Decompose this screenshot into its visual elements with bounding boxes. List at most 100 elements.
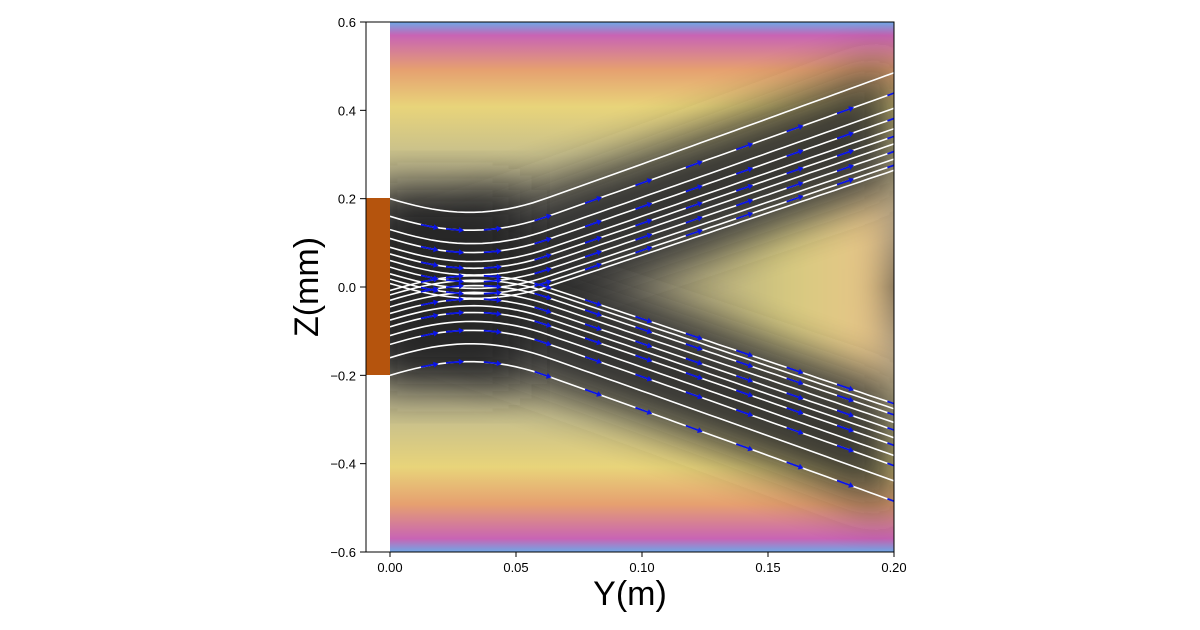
velocity-arrow <box>786 377 804 386</box>
plot-area <box>390 22 894 552</box>
velocity-arrow <box>635 340 653 349</box>
streamline <box>390 169 894 300</box>
velocity-arrow <box>836 394 854 403</box>
velocity-arrow <box>420 330 439 337</box>
velocity-arrow <box>445 358 464 365</box>
velocity-arrow <box>685 215 703 224</box>
velocity-arrow <box>445 227 464 233</box>
velocity-arrow <box>584 262 602 271</box>
velocity-arrow <box>483 283 502 290</box>
velocity-arrow <box>836 106 854 115</box>
velocity-arrow <box>635 315 653 324</box>
velocity-arrow <box>635 218 653 227</box>
velocity-arrow <box>534 338 552 347</box>
y-tick-label: −0.4 <box>330 457 356 472</box>
velocity-arrow <box>735 360 754 369</box>
velocity-arrow <box>887 164 894 169</box>
y-tick-label: 0.6 <box>338 15 356 30</box>
velocity-arrow <box>534 370 552 379</box>
velocity-arrow <box>786 194 804 203</box>
velocity-arrow <box>836 479 854 488</box>
velocity-arrow <box>445 278 464 285</box>
velocity-arrow <box>685 357 703 366</box>
velocity-arrow <box>685 201 703 210</box>
velocity-arrow <box>836 177 854 186</box>
velocity-arrow <box>887 135 894 140</box>
velocity-arrow <box>887 462 894 467</box>
velocity-arrow <box>445 264 464 271</box>
velocity-arrow <box>735 389 754 398</box>
velocity-arrow <box>887 117 894 122</box>
velocity-arrow <box>887 150 894 155</box>
velocity-arrow <box>534 282 552 290</box>
velocity-arrow <box>836 424 854 433</box>
velocity-arrow <box>483 277 502 284</box>
velocity-arrow <box>635 178 653 187</box>
velocity-arrow <box>420 286 439 293</box>
velocity-arrow <box>836 149 854 157</box>
x-tick-label: 0.15 <box>755 560 780 575</box>
y-tick-label: 0.2 <box>338 192 356 207</box>
velocity-arrow <box>534 253 552 261</box>
velocity-arrow <box>735 166 754 175</box>
velocity-arrow <box>735 211 754 220</box>
velocity-arrow <box>735 142 754 151</box>
velocity-arrow <box>887 411 894 416</box>
y-tick-label: 0.0 <box>338 280 356 295</box>
velocity-arrow <box>445 290 464 297</box>
velocity-arrow <box>735 349 754 358</box>
velocity-arrow <box>420 312 439 320</box>
velocity-arrow <box>483 289 502 296</box>
x-tick-label: 0.20 <box>881 560 906 575</box>
velocity-arrow <box>786 181 804 190</box>
velocity-arrow <box>887 400 894 405</box>
velocity-arrow <box>584 355 602 364</box>
streamline <box>390 158 894 290</box>
velocity-arrow <box>534 213 552 222</box>
velocity-arrow <box>635 232 653 241</box>
velocity-arrow <box>420 274 439 281</box>
velocity-arrow <box>635 373 653 382</box>
velocity-arrow <box>483 360 502 367</box>
velocity-arrow <box>786 426 804 435</box>
x-tick-label: 0.05 <box>503 560 528 575</box>
velocity-arrow <box>483 248 502 255</box>
velocity-arrow <box>534 279 552 287</box>
streamline <box>390 343 894 482</box>
velocity-arrow <box>445 273 464 280</box>
x-axis-ticks: 0.00 0.05 0.10 0.15 0.20 <box>377 552 907 575</box>
x-axis-title: Y(m) <box>593 575 667 613</box>
velocity-arrow <box>584 323 602 332</box>
velocity-arrow <box>420 299 439 306</box>
velocity-arrow <box>445 296 464 303</box>
velocity-arrow <box>534 236 552 245</box>
velocity-arrow <box>445 283 464 290</box>
streamline <box>390 304 894 439</box>
velocity-arrow <box>534 292 552 301</box>
velocity-arrow <box>735 409 754 417</box>
y-tick-label: 0.4 <box>338 103 356 118</box>
velocity-arrow <box>836 383 854 392</box>
velocity-arrow <box>584 337 602 346</box>
velocity-arrow <box>445 249 464 256</box>
velocity-arrow <box>685 391 703 400</box>
velocity-arrow <box>887 442 894 447</box>
velocity-arrow <box>483 297 502 304</box>
velocity-arrow <box>420 223 439 231</box>
velocity-arrow <box>635 406 653 415</box>
velocity-arrow <box>584 196 602 205</box>
velocity-arrow <box>735 374 754 383</box>
velocity-arrow <box>584 298 602 307</box>
streamline <box>390 320 894 457</box>
velocity-arrow <box>534 320 552 328</box>
velocity-arrow <box>786 461 804 470</box>
source-block <box>366 198 390 375</box>
y-axis-ticks: 0.6 0.4 0.2 0.0 −0.2 −0.4 −0.6 <box>330 15 366 560</box>
velocity-arrow <box>584 235 602 244</box>
streamline <box>390 279 894 410</box>
y-axis-title: Z(mm) <box>288 237 326 337</box>
velocity-arrow <box>685 372 703 380</box>
velocity-arrow <box>836 409 854 418</box>
velocity-arrow <box>483 310 502 317</box>
